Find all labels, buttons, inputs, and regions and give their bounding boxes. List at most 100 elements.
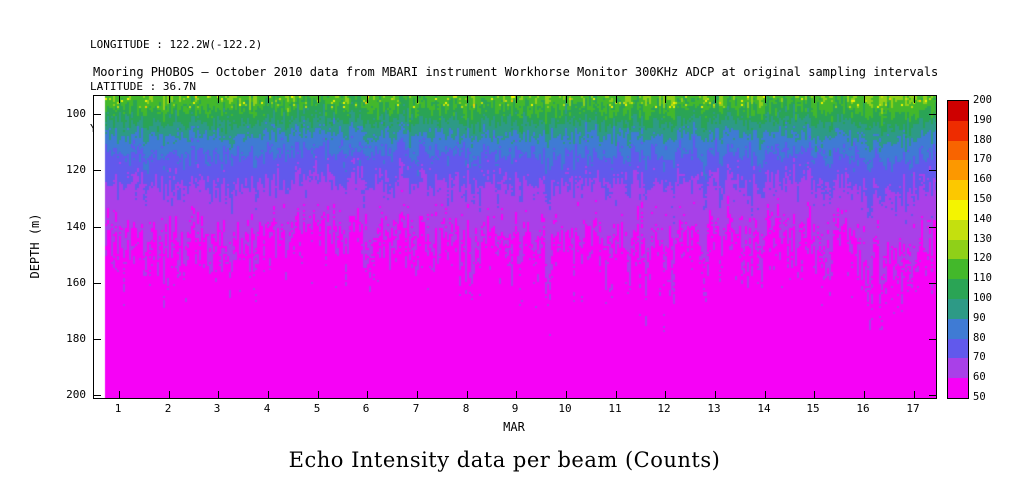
colorbar-tick-label: 190 [973,113,992,126]
axis-tick [467,96,468,103]
colorbar-band [948,199,968,220]
x-tick-label: 3 [213,402,221,415]
x-tick-label: 16 [856,402,870,415]
axis-tick [268,96,269,103]
axis-tick [119,391,120,398]
axis-tick [665,391,666,398]
colorbar-band [948,298,968,319]
axis-tick [417,391,418,398]
colorbar-tick-label: 90 [973,311,986,324]
axis-tick [417,96,418,103]
axis-tick [318,96,319,103]
colorbar-band [948,239,968,260]
axis-tick [94,227,101,228]
colorbar-band [948,318,968,339]
colorbar-tick-label: 60 [973,371,986,384]
plot-title: Mooring PHOBOS — October 2010 data from … [93,65,939,79]
colorbar-tick-label: 150 [973,193,992,205]
colorbar-band [948,120,968,141]
axis-tick [929,170,936,171]
colorbar-tick-label: 50 [973,391,986,403]
axis-tick [914,96,915,103]
y-axis-tick-labels: 100 120 140 160 180 200 [44,96,86,401]
x-tick-label: 6 [362,402,370,415]
axis-tick [616,96,617,103]
colorbar-tick-label: 70 [973,351,986,364]
axis-tick [516,96,517,103]
colorbar-tick-label: 160 [973,173,992,186]
x-tick-label: 13 [707,402,721,415]
colorbar-band [948,160,968,181]
colorbar-tick-label: 110 [973,272,992,285]
axis-tick [566,391,567,398]
colorbar-band [948,219,968,240]
axis-tick [367,391,368,398]
y-tick-label: 100 [66,107,86,120]
colorbar-band [948,140,968,161]
axis-tick [218,391,219,398]
colorbar-band [948,101,968,121]
axis-tick [318,391,319,398]
axis-tick [94,339,101,340]
axis-tick [864,391,865,398]
axis-tick [929,339,936,340]
colorbar-band [948,378,968,398]
axis-tick [94,395,101,396]
axis-tick [169,96,170,103]
x-tick-label: 11 [608,402,622,415]
axis-tick [765,391,766,398]
axis-tick [169,391,170,398]
x-tick-label: 12 [657,402,671,415]
longitude-label: LONGITUDE : 122.2W(-122.2) [90,38,263,51]
y-tick-label: 160 [66,276,86,289]
colorbar-tick-label: 80 [973,331,986,344]
colorbar-tick-label: 200 [973,94,992,106]
colorbar-band [948,180,968,200]
axis-tick [566,96,567,103]
colorbar-band [948,259,968,280]
x-tick-label: 5 [313,402,321,415]
axis-tick [119,96,120,103]
x-axis-tick-labels: 1 2 3 4 5 6 7 8 9 10 11 12 13 14 15 16 17 [93,402,935,416]
axis-tick [715,96,716,103]
colorbar-band [948,279,968,299]
colorbar-tick-label: 180 [973,133,992,146]
axis-tick [929,114,936,115]
axis-tick [929,227,936,228]
axis-tick [929,283,936,284]
colorbar-tick-labels: 50 60 70 80 90 100 110 120 130 140 150 160 170 180 190… [973,94,1003,403]
heatmap-canvas [94,96,936,398]
axis-tick [814,96,815,103]
colorbar-tick-label: 130 [973,232,992,245]
y-tick-label: 120 [66,163,86,176]
axis-tick [94,114,101,115]
x-tick-label: 9 [511,402,519,415]
colorbar-tick-label: 170 [973,153,992,166]
y-tick-label: 180 [66,332,86,345]
y-axis-label: DEPTH (m) [28,213,42,279]
x-axis-label: MAR [503,420,525,434]
axis-tick [914,391,915,398]
x-tick-label: 15 [806,402,820,415]
x-tick-label: 4 [263,402,271,415]
colorbar [947,100,969,399]
latitude-label: LATITUDE : 36.7N [90,80,196,93]
axis-tick [929,395,936,396]
axis-tick [765,96,766,103]
colorbar-tick-label: 120 [973,252,992,265]
axis-tick [94,170,101,171]
colorbar-band [948,358,968,379]
axis-tick [665,96,666,103]
colorbar-tick-label: 100 [973,292,992,304]
x-tick-label: 17 [906,402,920,415]
axis-tick [814,391,815,398]
plot-area [93,95,937,399]
figure-caption: Echo Intensity data per beam (Counts) [288,448,721,472]
x-tick-label: 14 [757,402,771,415]
axis-tick [94,283,101,284]
x-tick-label: 8 [462,402,470,415]
axis-tick [516,391,517,398]
x-tick-label: 7 [412,402,420,415]
y-tick-label: 200 [66,388,86,401]
